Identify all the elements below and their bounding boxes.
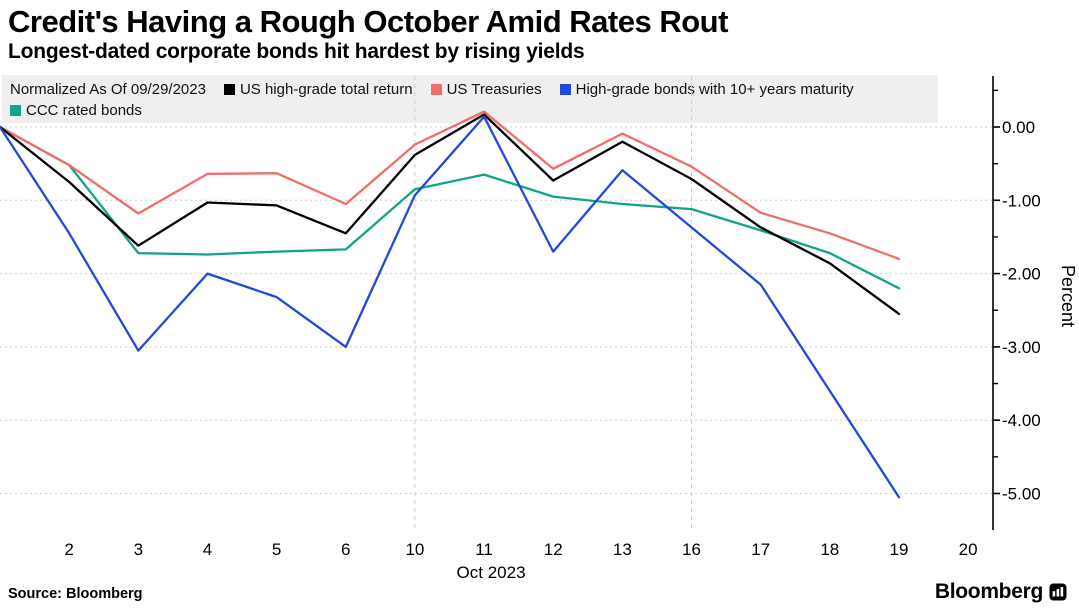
legend-swatch-icon <box>430 84 442 95</box>
x-tick-label: 17 <box>751 540 770 559</box>
legend-item-3: High-grade bonds with 10+ years maturity <box>559 80 854 99</box>
legend-item-1: US high-grade total return <box>223 80 413 99</box>
x-tick-label: 11 <box>475 540 493 559</box>
legend-note-label: Normalized As Of 09/29/2023 <box>10 81 206 98</box>
x-tick-label: 5 <box>272 540 281 559</box>
x-tick-label: 16 <box>682 540 701 559</box>
page-subtitle: Longest-dated corporate bonds hit hardes… <box>8 40 585 63</box>
x-tick-label: 10 <box>405 540 424 559</box>
bloomberg-brand: Bloomberg <box>935 580 1067 604</box>
source-note: Source: Bloomberg <box>8 586 143 602</box>
y-tick-label: -1.00 <box>1002 191 1041 210</box>
y-tick-label: -5.00 <box>1002 485 1041 504</box>
series-line-1 <box>0 113 901 316</box>
x-tick-label: 18 <box>820 540 839 559</box>
legend-item-label: US Treasuries <box>446 81 542 98</box>
series-line-4 <box>0 125 901 290</box>
series-line-2 <box>0 110 901 261</box>
legend-swatch-icon <box>559 84 571 95</box>
page-title: Credit's Having a Rough October Amid Rat… <box>8 4 728 39</box>
y-tick-label: -2.00 <box>1002 265 1041 284</box>
legend-item-label: CCC rated bonds <box>26 102 142 119</box>
legend-item-label: US high-grade total return <box>239 81 413 98</box>
legend-item-4: CCC rated bonds <box>10 101 142 120</box>
bloomberg-wordmark: Bloomberg <box>934 580 1043 603</box>
x-tick-label: 3 <box>134 540 143 559</box>
legend-item-label: High-grade bonds with 10+ years maturity <box>575 81 854 98</box>
x-tick-label: 6 <box>341 540 350 559</box>
y-tick-label: -4.00 <box>1002 411 1041 430</box>
x-tick-label: 19 <box>889 540 908 559</box>
legend: Normalized As Of 09/29/2023 US high-grad… <box>2 75 938 123</box>
x-tick-label: 2 <box>64 540 73 559</box>
legend-swatch-icon <box>10 105 21 116</box>
x-tick-label: 4 <box>203 540 212 559</box>
y-axis-title: Percent <box>1058 265 1078 327</box>
x-tick-label: 12 <box>544 540 563 559</box>
x-tick-label: 13 <box>613 540 632 559</box>
y-tick-label: 0.00 <box>1002 118 1035 137</box>
legend-swatch-icon <box>223 84 235 95</box>
y-tick-label: -3.00 <box>1002 338 1041 357</box>
legend-note: Normalized As Of 09/29/2023 <box>10 80 206 99</box>
x-axis-title: Oct 2023 <box>457 563 526 582</box>
bloomberg-logo-icon <box>1049 583 1067 601</box>
legend-item-2: US Treasuries <box>430 80 542 99</box>
x-tick-label: 20 <box>959 540 978 559</box>
series-line-3 <box>0 115 901 499</box>
